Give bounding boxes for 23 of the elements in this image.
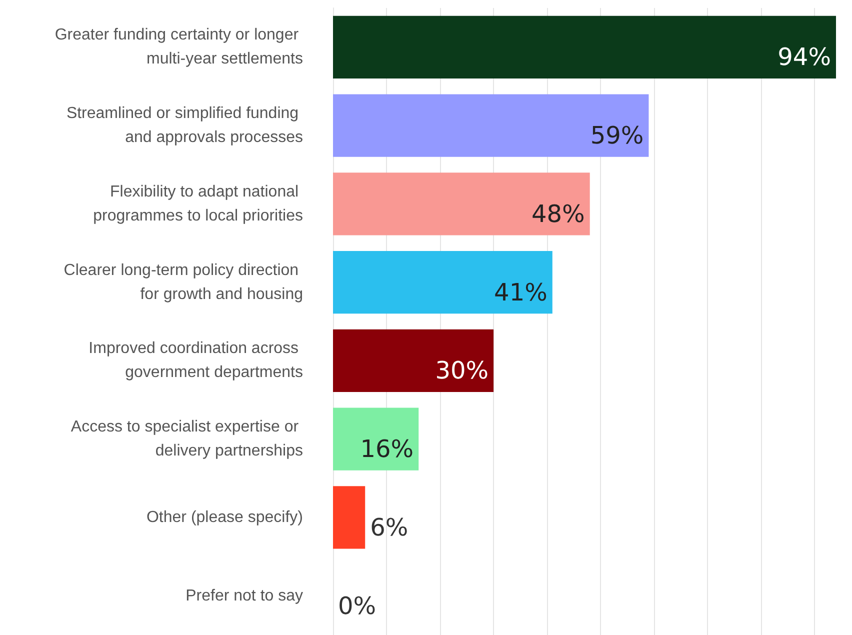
y-tick-label: Streamlined or simplified funding and approvals processes bbox=[66, 105, 303, 146]
y-tick-label: Access to specialist expertise or delivery partnerships bbox=[70, 418, 303, 460]
y-tick-label: Improved coordination across government departments bbox=[88, 340, 303, 382]
y-tick-label: Prefer not to say bbox=[186, 587, 303, 604]
bar bbox=[333, 94, 649, 157]
bar bbox=[333, 16, 836, 79]
bar bbox=[333, 486, 366, 549]
data-label: 30% bbox=[435, 356, 489, 385]
y-tick-label: Other (please specify) bbox=[146, 508, 303, 526]
data-label: 6% bbox=[370, 513, 408, 542]
bar bbox=[333, 329, 494, 392]
data-label: 59% bbox=[590, 122, 644, 150]
data-label: 94% bbox=[778, 43, 831, 72]
bar bbox=[333, 408, 419, 470]
data-label: 0% bbox=[338, 592, 376, 620]
bar bbox=[333, 250, 552, 314]
data-label: 41% bbox=[494, 278, 548, 306]
y-tick-label: Flexibility to adapt national programmes to local priorities bbox=[93, 183, 303, 224]
y-tick-label: Greater funding certainty or longer multi-year settlements bbox=[54, 26, 303, 68]
data-label: 48% bbox=[532, 200, 585, 228]
bar bbox=[333, 172, 590, 236]
data-label: 16% bbox=[360, 435, 414, 464]
y-tick-label: Clearer long-term policy direction for growth and housing bbox=[64, 262, 303, 303]
